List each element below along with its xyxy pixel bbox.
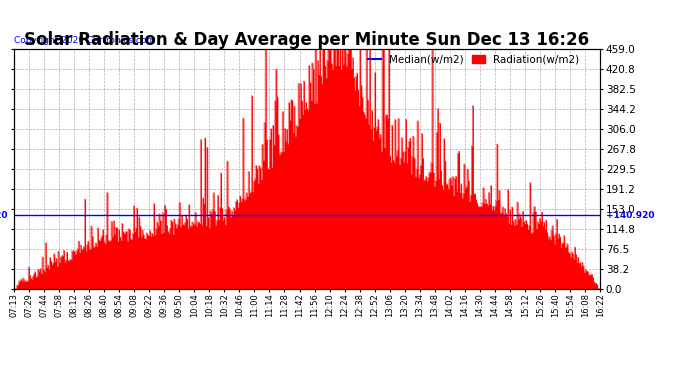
Text: +140.920: +140.920: [0, 211, 8, 220]
Text: +140.920: +140.920: [606, 211, 655, 220]
Legend: Median(w/m2), Radiation(w/m2): Median(w/m2), Radiation(w/m2): [364, 50, 583, 69]
Text: Copyright 2020 Cartronics.com: Copyright 2020 Cartronics.com: [14, 36, 155, 45]
Title: Solar Radiation & Day Average per Minute Sun Dec 13 16:26: Solar Radiation & Day Average per Minute…: [24, 31, 590, 49]
